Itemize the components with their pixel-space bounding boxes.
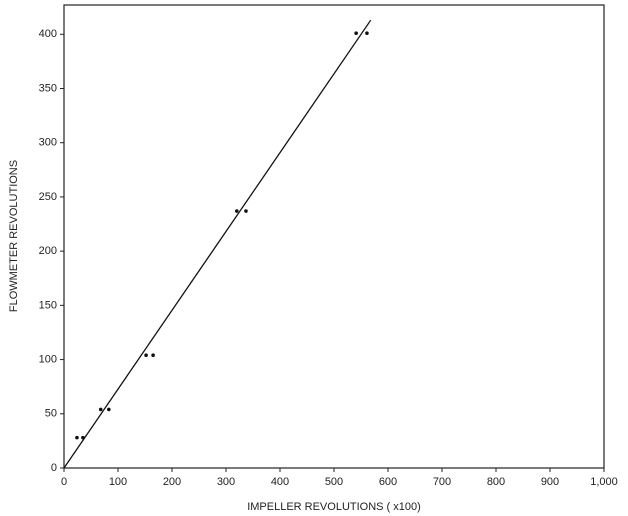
fit-line <box>63 19 372 469</box>
x-tick-label: 200 <box>163 476 181 488</box>
x-tick-label: 300 <box>217 476 235 488</box>
y-tick-label: 250 <box>39 191 57 203</box>
y-tick-label: 300 <box>39 137 57 149</box>
y-axis-label: FLOWMETER REVOLUTIONS <box>8 160 20 312</box>
x-tick-label: 1,000 <box>590 476 618 488</box>
y-tick-label: 0 <box>51 462 57 474</box>
x-tick-label: 600 <box>379 476 397 488</box>
x-tick-label: 400 <box>271 476 289 488</box>
data-point <box>354 31 358 35</box>
data-point <box>365 31 369 35</box>
x-tick-label: 700 <box>433 476 451 488</box>
y-tick-label: 350 <box>39 82 57 94</box>
data-point <box>151 353 155 358</box>
data-point <box>107 407 111 412</box>
y-tick-label: 50 <box>45 408 57 420</box>
y-tick-label: 100 <box>39 353 57 365</box>
data-point <box>81 435 85 440</box>
data-point <box>244 209 248 213</box>
x-tick-label: 800 <box>487 476 505 488</box>
x-tick-label: 0 <box>61 476 67 488</box>
x-tick-label: 900 <box>541 476 559 488</box>
y-tick-label: 150 <box>39 299 57 311</box>
y-tick-label: 200 <box>39 245 57 257</box>
x-tick-label: 500 <box>325 476 343 488</box>
data-point <box>235 209 239 213</box>
y-tick-label: 400 <box>39 28 57 40</box>
x-tick-label: 100 <box>109 476 127 488</box>
data-point <box>98 407 103 412</box>
data-point <box>75 435 79 440</box>
data-point <box>144 353 148 358</box>
x-axis-label: IMPELLER REVOLUTIONS ( x100) <box>247 501 421 513</box>
